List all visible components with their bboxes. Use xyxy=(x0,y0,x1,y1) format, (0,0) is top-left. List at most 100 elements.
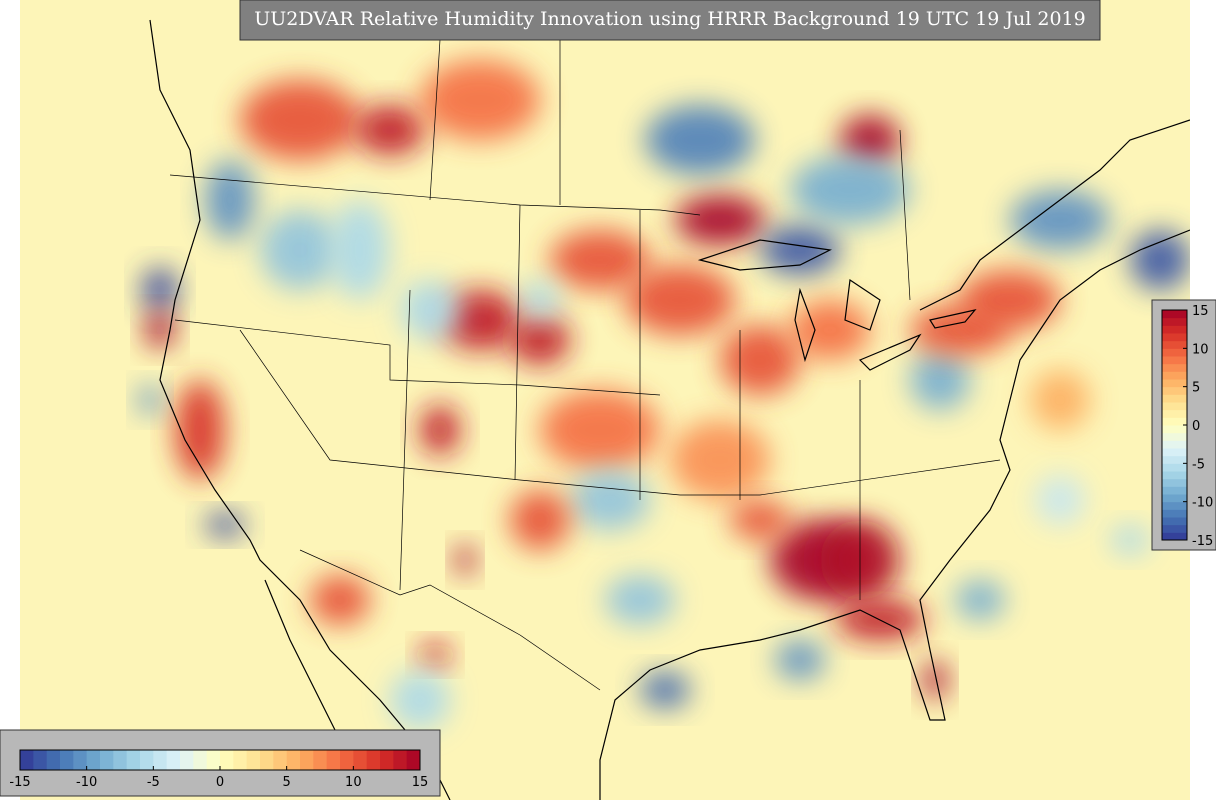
colorbar-tick-label: 10 xyxy=(1192,342,1209,357)
colorbar-segment xyxy=(46,750,61,770)
mexico-border xyxy=(299,549,601,691)
colorbar-segment xyxy=(1162,425,1187,434)
humidity-blob xyxy=(1130,230,1190,290)
humidity-blob xyxy=(670,420,770,500)
humidity-blob xyxy=(605,575,675,625)
humidity-blob xyxy=(1030,370,1090,430)
colorbar-segment xyxy=(380,750,394,770)
humidity-blob xyxy=(1110,525,1150,555)
humidity-blob xyxy=(720,325,800,395)
colorbar-segment xyxy=(193,750,208,770)
colorbar-segment xyxy=(166,750,181,770)
colorbar-segment xyxy=(1162,348,1187,357)
lake-huron xyxy=(844,278,881,331)
colorbar-segment xyxy=(1162,517,1187,526)
colorbar-segment xyxy=(140,750,154,770)
colorbar-segment xyxy=(1162,448,1187,457)
colorbar-segment xyxy=(1162,310,1187,319)
colorbar-tick-label: -5 xyxy=(1192,457,1205,472)
colorbar-segment xyxy=(33,750,48,770)
humidity-blob xyxy=(205,160,255,240)
humidity-blob xyxy=(625,265,735,335)
lake-ontario xyxy=(929,309,977,329)
colorbar-segment xyxy=(60,750,74,770)
humidity-blob xyxy=(400,280,460,340)
colorbar-segment xyxy=(260,750,274,770)
humidity-blob xyxy=(910,350,970,410)
canada-border xyxy=(169,174,701,216)
colorbar-tick-label: -10 xyxy=(76,775,97,790)
humidity-blob xyxy=(840,115,900,165)
humidity-blob xyxy=(730,500,790,540)
colorbar-tick-label: 15 xyxy=(1192,304,1209,319)
humidity-blob xyxy=(923,660,947,700)
humidity-blob xyxy=(510,315,570,365)
colorbar-segment xyxy=(20,750,34,770)
province-border xyxy=(429,39,911,301)
state-border xyxy=(399,204,861,600)
colorbar-tick-label: 15 xyxy=(412,775,429,790)
colorbar-tick-label: 0 xyxy=(216,775,224,790)
title-box xyxy=(239,0,1101,41)
state-border xyxy=(239,329,1001,496)
humidity-blob xyxy=(260,210,340,290)
colorbar-segment xyxy=(1162,371,1187,380)
title: UU2DVAR Relative Humidity Innovation usi… xyxy=(254,8,1086,30)
colorbar-segment xyxy=(220,750,234,770)
colorbar-segment xyxy=(1162,333,1187,342)
humidity-blob xyxy=(420,405,460,455)
colorbar-segment xyxy=(393,750,408,770)
humidity-blob xyxy=(1010,190,1110,250)
borders xyxy=(169,39,1001,691)
humidity-blob xyxy=(1035,475,1085,525)
colorbar-segment xyxy=(1162,325,1187,334)
colorbar-segment xyxy=(1162,494,1187,503)
state-border xyxy=(174,319,661,396)
colorbar-segment xyxy=(1162,501,1187,510)
colorbar-right: 15 10 5 0 -5 -10 -15 xyxy=(1161,304,1213,549)
humidity-blob xyxy=(675,195,765,245)
humidity-blob xyxy=(390,670,450,730)
colorbar-segment xyxy=(1162,532,1187,541)
colorbar-segment xyxy=(1162,379,1187,388)
colorbar-segment xyxy=(1162,394,1187,403)
humidity-blob xyxy=(420,60,540,140)
colorbar-segment xyxy=(300,750,314,770)
colorbar-segment xyxy=(1162,440,1187,449)
st-lawrence xyxy=(919,119,1190,311)
humidity-blob xyxy=(645,105,755,175)
humidity-blob xyxy=(175,380,225,480)
colorbar-segment xyxy=(180,750,194,770)
colorbar-segment xyxy=(113,750,128,770)
humidity-blob xyxy=(142,268,178,312)
colorbar-segment xyxy=(153,750,168,770)
colorbar-tick-label: -15 xyxy=(9,775,30,790)
colorbar-segment xyxy=(1162,463,1187,472)
colorbar-segment xyxy=(1162,478,1187,487)
humidity-blob xyxy=(570,470,650,530)
colorbar-segment xyxy=(313,750,328,770)
colorbar-segment xyxy=(273,750,288,770)
colorbar-segment xyxy=(1162,409,1187,418)
colorbar-segment xyxy=(286,750,301,770)
lake-superior xyxy=(697,239,832,271)
east-gulf-coast xyxy=(599,229,1190,800)
colorbar-tick-label: -5 xyxy=(147,775,160,790)
humidity-blob xyxy=(550,230,650,290)
colorbar-segment xyxy=(1162,524,1187,533)
colorbar-segment xyxy=(86,750,101,770)
colorbar-segment xyxy=(233,750,248,770)
colorbar-tick-label: -15 xyxy=(1192,534,1213,549)
humidity-blob xyxy=(790,300,870,360)
colorbar-segment xyxy=(206,750,221,770)
colorbar-tick-label: 0 xyxy=(1192,419,1200,434)
colorbar-segment xyxy=(406,750,421,770)
lake-michigan xyxy=(794,287,816,363)
colorbar-segment xyxy=(1162,509,1187,518)
west-coast xyxy=(149,19,451,800)
humidity-blob xyxy=(510,490,570,550)
humidity-field xyxy=(138,60,1190,730)
humidity-blob xyxy=(540,390,660,470)
humidity-blob xyxy=(960,270,1060,330)
